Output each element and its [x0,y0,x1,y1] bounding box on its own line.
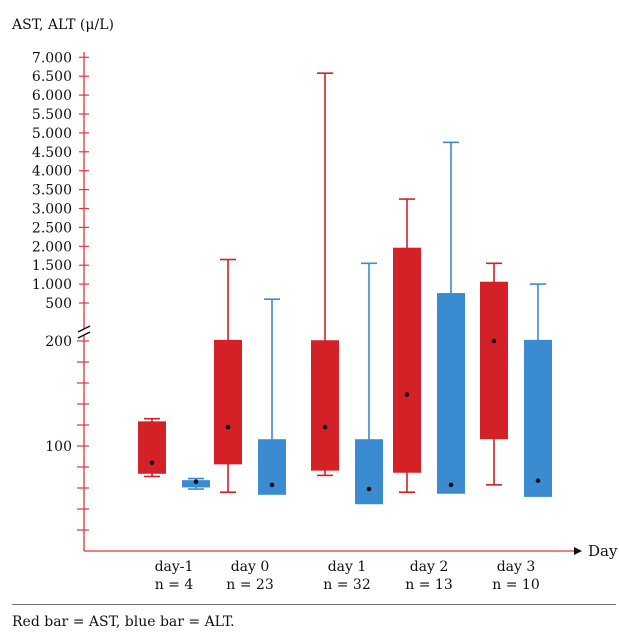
y-tick-label: 6.500 [32,69,72,85]
alt-median-dot [535,478,541,483]
alt-box [437,293,465,494]
ast-box [214,339,242,465]
x-category-label: day-1 [155,559,194,575]
x-category-n-label: n = 13 [405,577,452,593]
ast-box [138,421,166,474]
ast-median-dot [149,460,155,466]
y-tick-label: 3.500 [32,183,72,199]
alt-box [355,439,383,505]
x-axis-arrow [574,547,582,555]
y-ticks: 100 200 500 1.000 1.500 2.000 2.500 3.000 3.500 4… [32,50,89,531]
ast-median-dot [491,338,497,344]
x-category-label: day 3 [497,559,536,575]
y-tick-label: 200 [45,334,72,350]
y-tick-label: 4.000 [32,164,72,180]
alt-median-dot [448,482,454,488]
axis-break-mark [77,325,91,333]
ast-median-dot [322,424,328,430]
ast-box [393,247,421,473]
alt-median-dot [366,486,372,492]
y-tick-label: 5.000 [32,126,72,142]
y-tick-label: 5.500 [32,107,72,123]
x-axis-label: Day [588,542,618,560]
alt-median-dot [269,482,275,488]
y-tick-label: 1.500 [32,258,72,274]
x-category-n-label: n = 10 [492,577,539,593]
x-category-label: day 0 [231,559,270,575]
y-tick-label: 4.500 [32,145,72,161]
x-category-n-label: n = 23 [226,577,273,593]
axis-break-mark [77,331,91,339]
x-category-label: day 1 [328,559,367,575]
y-tick-label: 7.000 [32,50,72,66]
y-tick-label: 2.000 [32,239,72,255]
boxes [138,72,552,505]
x-category-label: day 2 [410,559,449,575]
alt-median-dot [193,479,199,485]
y-tick-label: 100 [45,439,72,455]
x-category-n-label: n = 32 [323,577,370,593]
y-tick-label: 500 [45,296,72,312]
caption: Red bar = AST, blue bar = ALT. [12,614,235,630]
x-labels: day-1 n = 4 day 0 n = 23 day 1 n = 32 day 2 n =… [155,559,540,593]
caption-rule [12,604,616,605]
alt-box [524,339,552,497]
y-tick-label: 2.500 [32,220,72,236]
ast-box [311,340,339,471]
y-tick-label: 6.000 [32,88,72,104]
x-category-n-label: n = 4 [155,577,194,593]
axes [77,52,582,555]
y-tick-label: 1.000 [32,277,72,293]
y-tick-label: 3.000 [32,202,72,218]
ast-box [480,281,508,440]
y-axis-label: AST, ALT (μ/L) [11,17,114,33]
ast-median-dot [404,392,410,397]
ast-median-dot [225,424,231,430]
